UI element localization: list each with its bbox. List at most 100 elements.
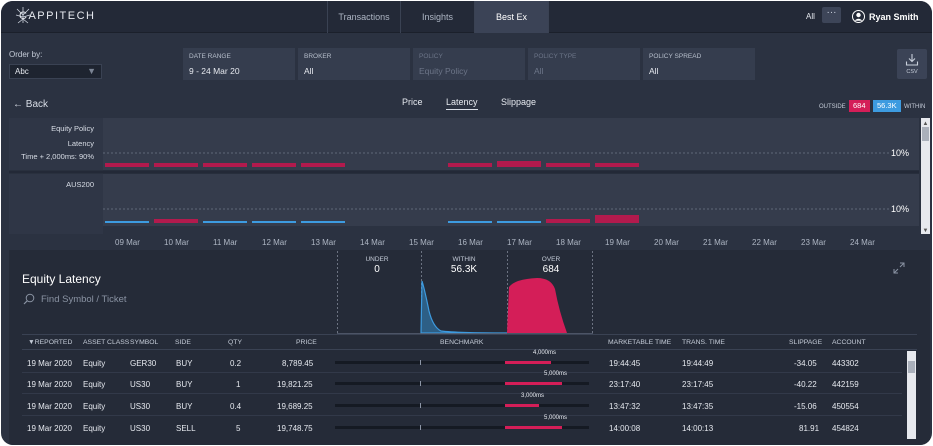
table-row[interactable]: 19 Mar 2020 Equity US30 BUY 0.4 19,689.2…: [22, 393, 902, 416]
threshold-label: 10%: [891, 204, 910, 214]
cell-reported: 19 Mar 2020: [27, 359, 72, 368]
bar: [252, 221, 296, 223]
cell-reported: 19 Mar 2020: [27, 424, 72, 433]
row-band-aus200: [103, 174, 919, 226]
csv-export-button[interactable]: CSV: [897, 49, 927, 79]
cell-symbol: US30: [130, 402, 151, 411]
tab-latency[interactable]: Latency: [446, 97, 478, 110]
order-by-label: Order by:: [9, 50, 43, 59]
benchmark-start-tick: [420, 403, 421, 408]
user-avatar-icon[interactable]: [852, 10, 865, 23]
col-reported[interactable]: ▼REPORTED: [28, 339, 73, 346]
col-trans-time[interactable]: TRANS. TIME: [682, 339, 725, 346]
col-account[interactable]: ACCOUNT: [832, 339, 866, 346]
nav-tab-transactions[interactable]: Transactions: [327, 1, 400, 33]
benchmark-label: 5,000ms: [544, 415, 568, 421]
user-name[interactable]: Ryan Smith: [869, 12, 919, 22]
date-tick: 16 Mar: [458, 238, 483, 247]
top-bar: CAPPITECH Transactions Insights Best Ex …: [1, 1, 932, 33]
col-price[interactable]: PRICE: [296, 339, 317, 346]
bar: [546, 163, 590, 167]
cell-slippage: -34.05: [794, 359, 817, 368]
date-tick: 19 Mar: [605, 238, 630, 247]
legend-within-label: WITHIN: [904, 104, 926, 110]
latency-detail-panel: [9, 250, 930, 445]
scope-all-label[interactable]: All: [806, 12, 815, 21]
cell-marketable-time: 14:00:08: [609, 424, 641, 433]
cell-price: 8,789.45: [282, 359, 314, 368]
dist-under-value: 0: [374, 264, 380, 275]
cell-qty: 1: [236, 380, 241, 389]
bar: [301, 221, 345, 223]
filter-policy-spread[interactable]: POLICY SPREAD All: [643, 48, 755, 80]
cell-qty: 0.4: [230, 402, 242, 411]
arrow-left-icon: ←: [13, 99, 23, 110]
cell-reported: 19 Mar 2020: [27, 380, 72, 389]
scroll-up-icon[interactable]: ▲: [923, 121, 929, 127]
bar: [203, 221, 247, 223]
filter-policy: POLICY Equity Policy: [413, 48, 525, 80]
table-row[interactable]: 19 Mar 2020 Equity GER30 BUY 0.2 8,789.4…: [22, 350, 902, 373]
cell-asset-class: Equity: [83, 380, 106, 389]
date-tick: 24 Mar: [850, 238, 875, 247]
scrollbar-thumb[interactable]: [922, 127, 929, 141]
bar: [154, 219, 198, 223]
col-marketable-time[interactable]: MARKETABLE TIME: [608, 339, 672, 346]
panel-title: Equity Latency: [22, 272, 101, 286]
date-tick: 22 Mar: [752, 238, 777, 247]
date-tick: 20 Mar: [654, 238, 679, 247]
bar: [595, 163, 639, 167]
bar: [105, 163, 149, 167]
over-distribution-area: [507, 278, 567, 333]
date-tick: 17 Mar: [507, 238, 532, 247]
timeline-scrollbar[interactable]: [921, 118, 930, 234]
filter-broker[interactable]: BROKER All: [298, 48, 410, 80]
latency-distribution-chart: [337, 251, 593, 334]
cell-symbol: US30: [130, 424, 151, 433]
scroll-down-icon[interactable]: ▼: [923, 228, 929, 234]
date-tick: 09 Mar: [115, 238, 140, 247]
row-label-rule: Time + 2,000ms: 90%: [21, 152, 94, 161]
col-benchmark[interactable]: BENCHMARK: [440, 339, 484, 346]
filter-value: All: [304, 66, 314, 76]
col-asset-class[interactable]: ASSET CLASS: [83, 339, 130, 346]
benchmark-start-tick: [420, 360, 421, 365]
tab-slippage[interactable]: Slippage: [501, 97, 537, 107]
order-by-select[interactable]: Abc ▼: [9, 64, 102, 79]
dist-under-label: UNDER: [365, 256, 389, 263]
more-options-button[interactable]: ···: [822, 7, 841, 23]
table-scrollbar[interactable]: [907, 351, 916, 439]
back-button[interactable]: ← Back: [13, 99, 48, 110]
cell-side: BUY: [176, 402, 193, 411]
date-tick: 23 Mar: [801, 238, 826, 247]
bar: [105, 221, 149, 223]
symbol-search-input[interactable]: Find Symbol / Ticket: [41, 294, 127, 305]
scrollbar-thumb[interactable]: [908, 361, 915, 373]
tab-price[interactable]: Price: [402, 97, 423, 107]
filter-label: POLICY: [419, 53, 443, 60]
col-side[interactable]: SIDE: [175, 339, 191, 346]
nav-tab-best-ex[interactable]: Best Ex: [474, 1, 548, 33]
date-tick: 15 Mar: [409, 238, 434, 247]
filter-label: POLICY SPREAD: [649, 53, 702, 60]
benchmark-bar: 5,000ms: [335, 415, 589, 438]
col-symbol[interactable]: SYMBOL: [130, 339, 159, 346]
col-qty[interactable]: QTY: [228, 339, 242, 346]
expand-icon[interactable]: [893, 262, 905, 274]
date-tick: 12 Mar: [262, 238, 287, 247]
csv-label: CSV: [906, 69, 918, 75]
cell-side: SELL: [176, 424, 196, 433]
cell-marketable-time: 23:17:40: [609, 380, 641, 389]
col-slippage[interactable]: SLIPPAGE: [789, 339, 823, 346]
filter-value: All: [534, 66, 544, 76]
date-tick: 13 Mar: [311, 238, 336, 247]
nav-tab-insights[interactable]: Insights: [400, 1, 474, 33]
cell-asset-class: Equity: [83, 424, 106, 433]
table-row[interactable]: 19 Mar 2020 Equity US30 SELL 5 19,748.75…: [22, 415, 902, 438]
bar: [546, 219, 590, 223]
filter-date-range[interactable]: DATE RANGE 9 - 24 Mar 20: [183, 48, 295, 80]
cell-slippage: 81.91: [799, 424, 820, 433]
cell-asset-class: Equity: [83, 359, 106, 368]
table-row[interactable]: 19 Mar 2020 Equity US30 BUY 1 19,821.25 …: [22, 371, 902, 394]
cell-trans-time: 13:47:35: [682, 402, 714, 411]
